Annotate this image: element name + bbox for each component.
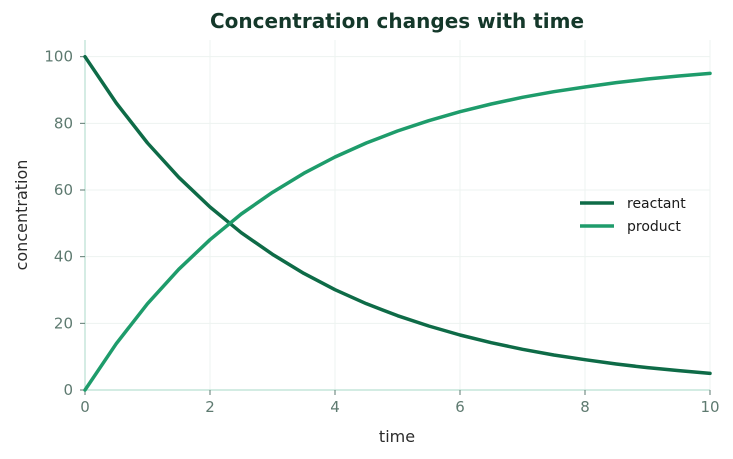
series bbox=[83, 54, 712, 392]
x-tick-label: 4 bbox=[330, 398, 340, 416]
legend-label-product: product bbox=[627, 219, 681, 235]
series-line-product bbox=[83, 71, 712, 392]
x-axis-label: time bbox=[379, 427, 415, 446]
x-tick-label: 6 bbox=[455, 398, 465, 416]
y-tick-label: 20 bbox=[54, 314, 73, 332]
y-tick-label: 0 bbox=[63, 381, 73, 399]
chart-title: Concentration changes with time bbox=[210, 9, 584, 33]
x-tick-label: 10 bbox=[700, 398, 719, 416]
legend-label-reactant: reactant bbox=[627, 196, 686, 212]
y-tick-label: 100 bbox=[44, 48, 73, 66]
x-tick-label: 8 bbox=[580, 398, 590, 416]
legend: reactant product bbox=[580, 196, 686, 235]
y-axis-label: concentration bbox=[12, 160, 31, 271]
x-tick-label: 0 bbox=[80, 398, 90, 416]
y-tick-label: 80 bbox=[54, 114, 73, 132]
grid bbox=[84, 40, 711, 391]
series-line-reactant bbox=[83, 54, 712, 376]
y-tick-label: 40 bbox=[54, 248, 73, 266]
y-tick-label: 60 bbox=[54, 181, 73, 199]
x-tick-label: 2 bbox=[205, 398, 215, 416]
axes-spines bbox=[84, 40, 710, 391]
